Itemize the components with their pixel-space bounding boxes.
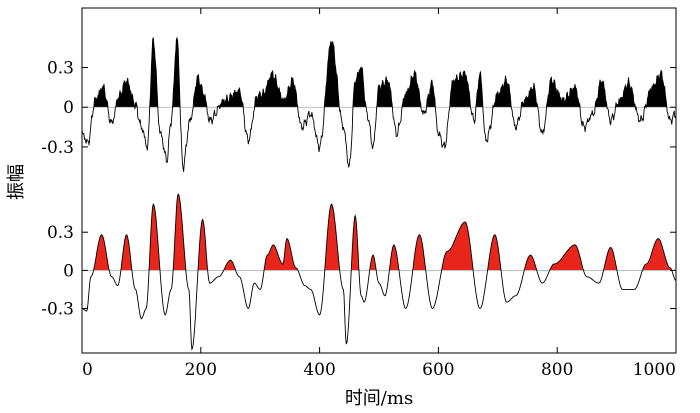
lower-trace-ytick-label: 0 [63,261,74,281]
xtick-label: 800 [541,360,573,380]
lower-trace-line [81,193,677,351]
upper-trace-ytick-label: 0 [63,98,74,118]
upper-trace-line [81,36,677,172]
x-axis-label: 时间/ms [345,388,413,409]
xtick-label: 200 [185,360,217,380]
lower-trace-positive-fill [93,194,672,271]
upper-trace-panel: 0.3 0 -0.3 [41,36,677,172]
xtick-label: 400 [303,360,335,380]
upper-trace-positive-fill [93,38,668,108]
lower-trace-panel: 0.3 0 -0.3 [41,193,677,351]
xtick-label: 600 [422,360,454,380]
upper-trace-ytick-label: 0.3 [47,59,74,79]
lower-trace-ytick-label: 0.3 [47,223,74,243]
upper-trace-ytick-label: -0.3 [41,138,74,158]
xtick-label: 0 [82,360,93,380]
xtick-label: 1000 [633,360,676,380]
lower-trace-ytick-label: -0.3 [41,300,74,320]
x-axis-ticks: 0 200 400 600 800 1000 [81,8,677,380]
trace-panels: 0.3 0 -0.3 0.3 0 -0.3 [41,36,677,351]
y-axis-label: 振幅 [6,164,27,200]
plot-frame [81,7,677,354]
